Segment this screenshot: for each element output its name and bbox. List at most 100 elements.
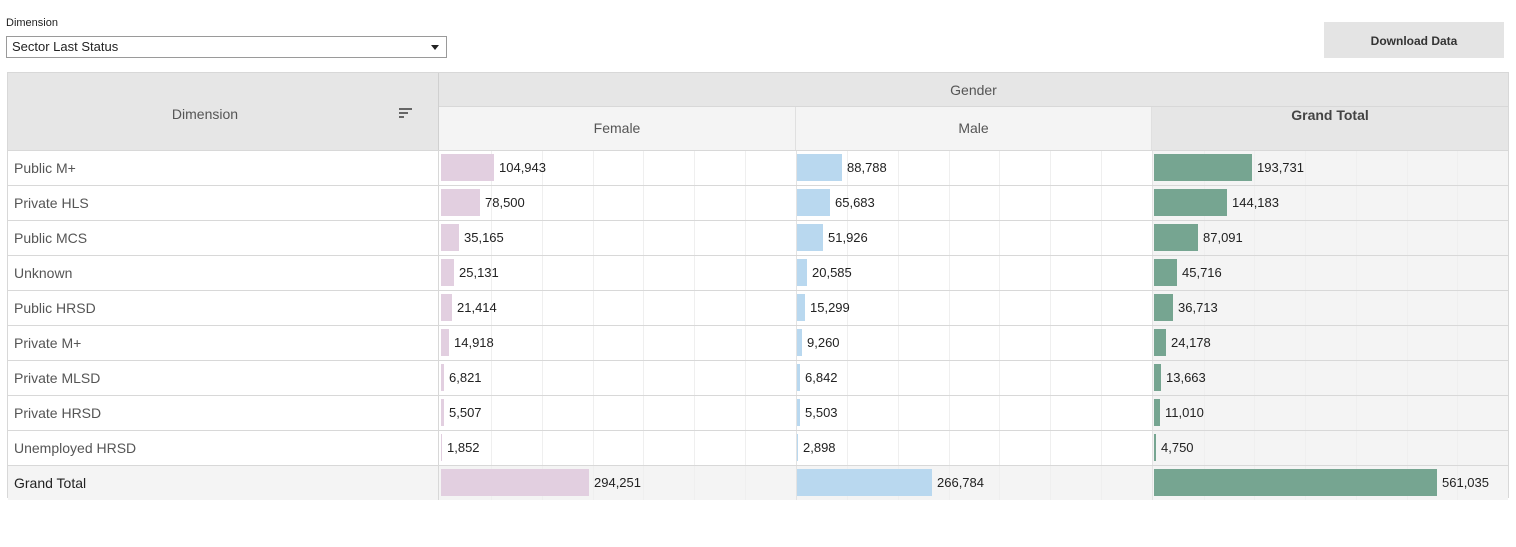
female-value-cell[interactable]: 5,507 [440, 396, 796, 430]
gridline [999, 256, 1000, 290]
total-value-cell[interactable]: 24,178 [1153, 326, 1508, 360]
row-dimension-cell[interactable]: Public M+ [8, 151, 439, 185]
gridline [1407, 256, 1408, 290]
dimension-column-header[interactable]: Dimension [8, 73, 439, 150]
male-value-cell[interactable]: 51,926 [796, 221, 1152, 255]
total-value-cell[interactable]: 87,091 [1153, 221, 1508, 255]
gridline [1407, 326, 1408, 360]
female-value-cell[interactable]: 1,852 [440, 431, 796, 465]
row-label: Public HRSD [14, 300, 96, 316]
gridline [593, 186, 594, 220]
gridline [1050, 291, 1051, 325]
gridline [1204, 326, 1205, 360]
chevron-down-icon [431, 45, 439, 50]
total-value-cell[interactable]: 36,713 [1153, 291, 1508, 325]
gridline [694, 256, 695, 290]
total-bar [1154, 154, 1252, 181]
female-value-cell[interactable]: 25,131 [440, 256, 796, 290]
gridline [542, 291, 543, 325]
column-divider [1152, 431, 1153, 465]
row-dimension-cell[interactable]: Public MCS [8, 221, 439, 255]
male-bar [797, 259, 807, 286]
row-dimension-cell[interactable]: Private HLS [8, 186, 439, 220]
total-bar [1154, 469, 1437, 496]
row-dimension-cell[interactable]: Public HRSD [8, 291, 439, 325]
female-value-cell[interactable]: 21,414 [440, 291, 796, 325]
gridline [1457, 151, 1458, 185]
female-value-cell[interactable]: 14,918 [440, 326, 796, 360]
gridline [745, 291, 746, 325]
female-value-cell[interactable]: 78,500 [440, 186, 796, 220]
gridline [949, 431, 950, 465]
column-divider [1152, 151, 1153, 185]
female-value-cell[interactable]: 35,165 [440, 221, 796, 255]
female-value: 14,918 [454, 335, 494, 350]
female-bar [441, 154, 494, 181]
column-divider [796, 431, 797, 465]
male-value-cell[interactable]: 15,299 [796, 291, 1152, 325]
male-value-cell[interactable]: 20,585 [796, 256, 1152, 290]
table-row: Public HRSD 21,414 15,299 36,713 [8, 290, 1508, 325]
gridline [898, 396, 899, 430]
male-value-cell[interactable]: 6,842 [796, 361, 1152, 395]
gridline [1050, 431, 1051, 465]
female-value-cell[interactable]: 294,251 [440, 466, 796, 500]
male-bar [797, 364, 800, 391]
gridline [593, 466, 594, 500]
gridline [694, 466, 695, 500]
row-dimension-cell[interactable]: Grand Total [8, 466, 439, 500]
download-data-button[interactable]: Download Data [1324, 22, 1504, 58]
gridline [1254, 396, 1255, 430]
male-value-cell[interactable]: 5,503 [796, 396, 1152, 430]
gridline [643, 256, 644, 290]
male-value-cell[interactable]: 266,784 [796, 466, 1152, 500]
gridline [1305, 221, 1306, 255]
gridline [1254, 186, 1255, 220]
male-value-cell[interactable]: 2,898 [796, 431, 1152, 465]
gridline [593, 151, 594, 185]
female-value-cell[interactable]: 104,943 [440, 151, 796, 185]
male-bar [797, 189, 830, 216]
row-dimension-cell[interactable]: Private HRSD [8, 396, 439, 430]
gridline [643, 186, 644, 220]
row-dimension-cell[interactable]: Private M+ [8, 326, 439, 360]
male-column-header[interactable]: Male [796, 107, 1152, 150]
gridline [1305, 291, 1306, 325]
gridline [593, 326, 594, 360]
grand-total-column-header[interactable]: Grand Total [1152, 107, 1508, 150]
female-bar [441, 294, 452, 321]
gridline [643, 431, 644, 465]
total-value-cell[interactable]: 13,663 [1153, 361, 1508, 395]
gridline [1101, 186, 1102, 220]
row-dimension-cell[interactable]: Unknown [8, 256, 439, 290]
female-column-header[interactable]: Female [439, 107, 796, 150]
gridline [1407, 361, 1408, 395]
female-value-cell[interactable]: 6,821 [440, 361, 796, 395]
total-value-cell[interactable]: 144,183 [1153, 186, 1508, 220]
row-dimension-cell[interactable]: Private MLSD [8, 361, 439, 395]
row-dimension-cell[interactable]: Unemployed HRSD [8, 431, 439, 465]
gridline [694, 221, 695, 255]
gridline [643, 396, 644, 430]
total-value-cell[interactable]: 11,010 [1153, 396, 1508, 430]
dimension-select[interactable]: Sector Last Status [6, 36, 447, 58]
gridline [491, 361, 492, 395]
female-bar [441, 189, 480, 216]
total-value-cell[interactable]: 561,035 [1153, 466, 1508, 500]
total-value-cell[interactable]: 193,731 [1153, 151, 1508, 185]
male-value: 20,585 [812, 265, 852, 280]
gridline [1457, 326, 1458, 360]
total-value-cell[interactable]: 45,716 [1153, 256, 1508, 290]
sort-icon[interactable] [398, 106, 414, 120]
female-value: 1,852 [447, 440, 480, 455]
gridline [1407, 221, 1408, 255]
gridline [1457, 396, 1458, 430]
gridline [593, 396, 594, 430]
total-value-cell[interactable]: 4,750 [1153, 431, 1508, 465]
gridline [1356, 326, 1357, 360]
gridline [1254, 291, 1255, 325]
male-value-cell[interactable]: 65,683 [796, 186, 1152, 220]
male-value-cell[interactable]: 88,788 [796, 151, 1152, 185]
gridline [593, 256, 594, 290]
male-value-cell[interactable]: 9,260 [796, 326, 1152, 360]
